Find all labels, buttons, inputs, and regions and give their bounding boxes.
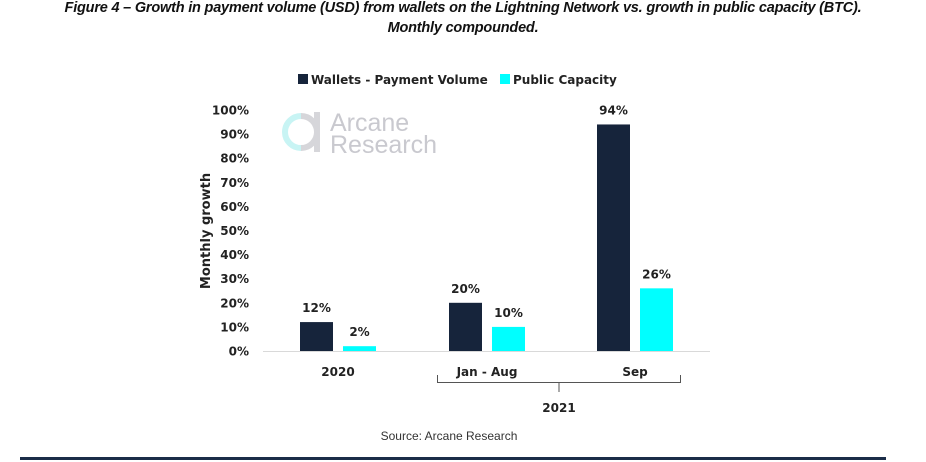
- legend-swatch-capacity: [500, 74, 510, 84]
- bar-value-label: 10%: [494, 306, 523, 320]
- bars: [300, 124, 673, 352]
- watermark-line-2: Research: [330, 131, 437, 159]
- y-tick-label: 90%: [220, 128, 249, 142]
- legend: Wallets - Payment Volume Public Capacity: [298, 73, 617, 87]
- source-note: Source: Arcane Research: [381, 429, 518, 443]
- bar-wallets-sep: [597, 124, 630, 352]
- watermark-line-1: Arcane: [330, 109, 409, 137]
- bar-capacity-2020: [343, 346, 376, 351]
- bar-value-label: 94%: [599, 103, 628, 117]
- bar-value-label: 26%: [642, 267, 671, 281]
- y-tick-label: 20%: [220, 296, 249, 310]
- bar-value-label: 20%: [451, 282, 480, 296]
- arcane-logo-icon: [282, 112, 320, 152]
- bottom-rule: [20, 457, 886, 460]
- arcane-research-watermark: Arcane Research: [282, 109, 437, 159]
- bar-value-label: 2%: [349, 325, 369, 339]
- y-tick-label: 0%: [229, 345, 249, 359]
- y-tick-label: 10%: [220, 320, 249, 334]
- y-tick-label: 40%: [220, 248, 249, 262]
- bar-wallets-2020: [300, 322, 333, 351]
- bar-capacity-sep: [640, 288, 673, 351]
- x-axis-categories: 2020 Jan - Aug Sep: [321, 365, 648, 379]
- y-tick-label: 80%: [220, 152, 249, 166]
- group-label-2021: 2021: [542, 401, 575, 415]
- y-tick-label: 50%: [220, 224, 249, 238]
- bar-value-labels: 12% 2% 20% 10% 94% 26%: [302, 103, 671, 339]
- x-category-label: Sep: [622, 365, 648, 379]
- figure-title-line-1: Figure 4 – Growth in payment volume (USD…: [64, 0, 862, 16]
- figure-title-line-2: Monthly compounded.: [387, 20, 539, 36]
- bar-value-label: 12%: [302, 301, 331, 315]
- group-bracket-2021: [437, 375, 681, 392]
- x-category-label: Jan - Aug: [456, 365, 518, 379]
- y-tick-label: 30%: [220, 272, 249, 286]
- figure-title: Figure 4 – Growth in payment volume (USD…: [0, 0, 926, 38]
- legend-label-wallets: Wallets - Payment Volume: [311, 73, 488, 87]
- x-category-label: 2020: [321, 365, 354, 379]
- y-tick-label: 60%: [220, 200, 249, 214]
- y-tick-label: 100%: [212, 104, 249, 118]
- y-tick-label: 70%: [220, 176, 249, 190]
- y-axis-ticks: 0% 10% 20% 30% 40% 50% 60% 70% 80% 90% 100%: [212, 104, 249, 359]
- legend-label-capacity: Public Capacity: [513, 73, 617, 87]
- legend-swatch-wallets: [298, 74, 308, 84]
- y-axis-label: Monthly growth: [199, 173, 214, 289]
- bar-wallets-jan-aug: [449, 302, 482, 351]
- bar-capacity-jan-aug: [492, 326, 525, 351]
